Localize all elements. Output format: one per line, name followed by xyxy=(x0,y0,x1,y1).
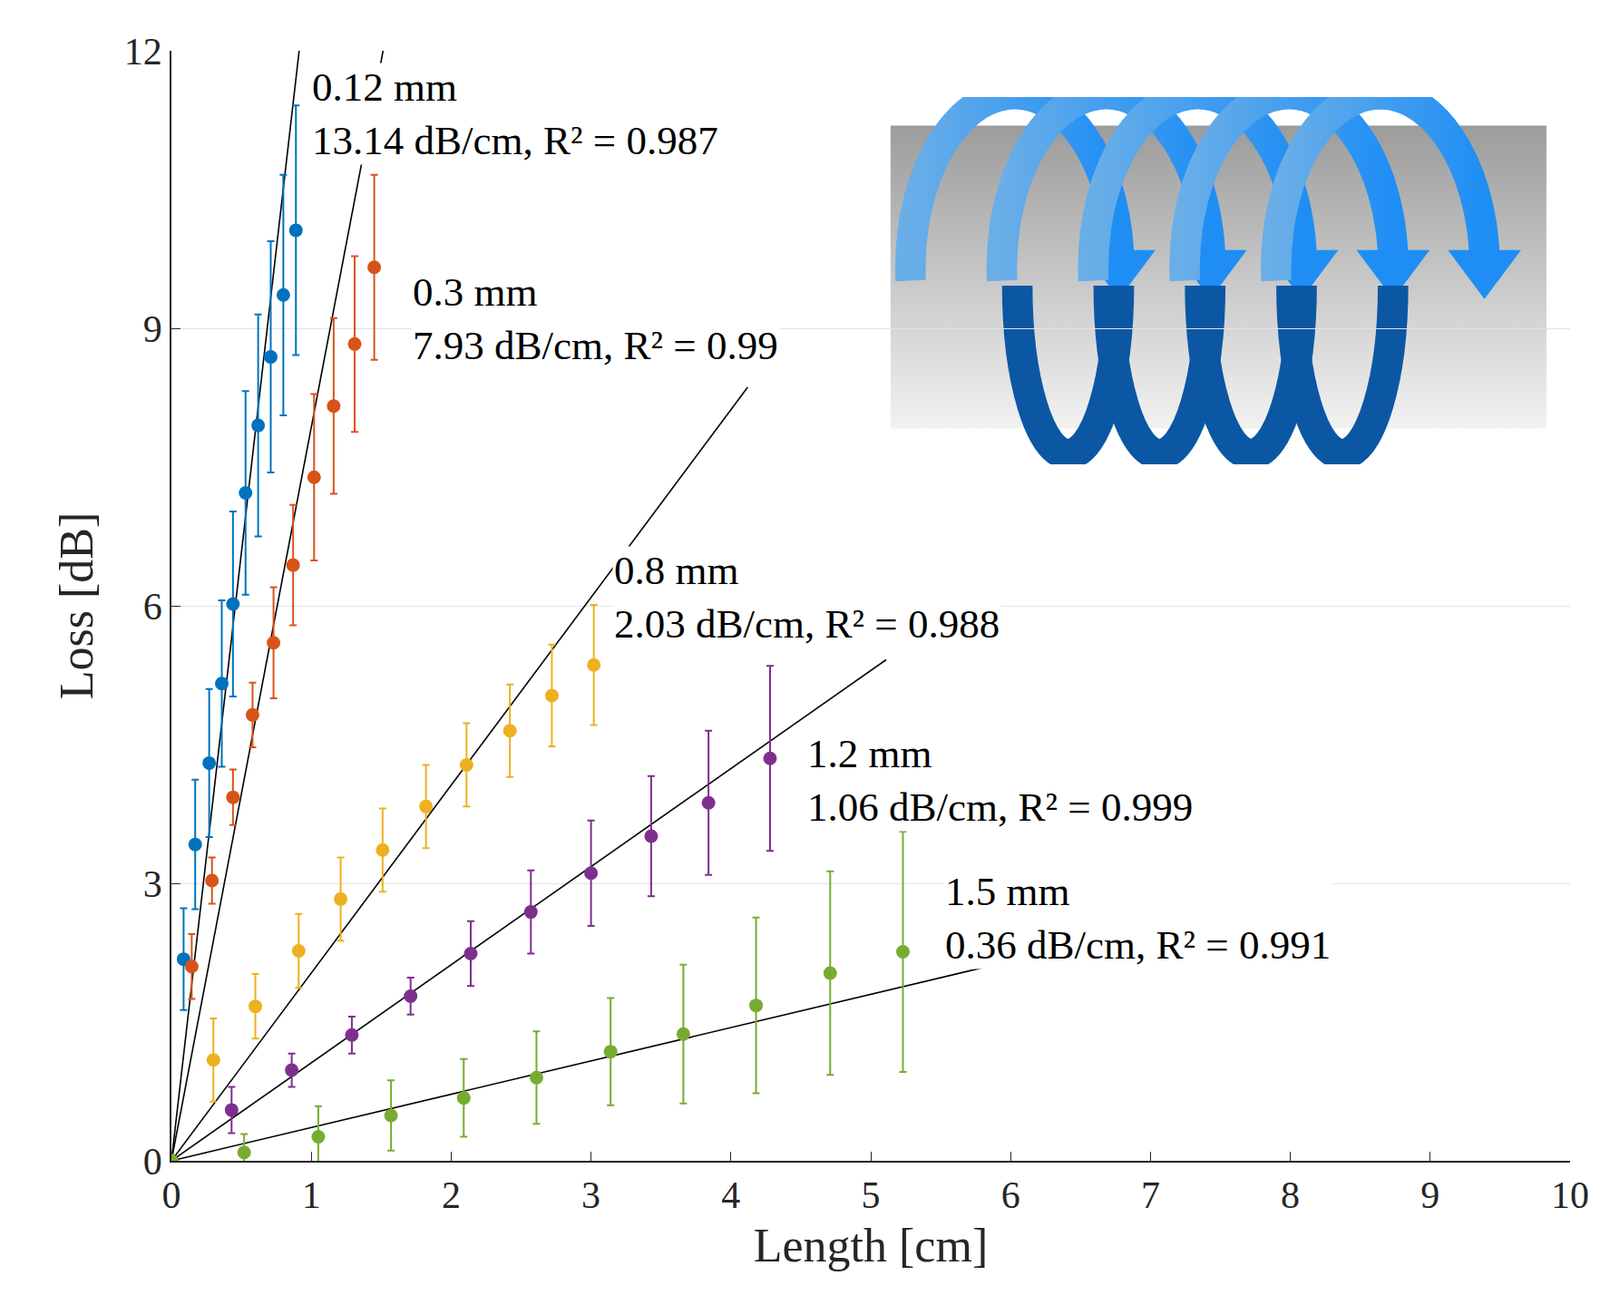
svg-text:6: 6 xyxy=(143,585,163,628)
svg-text:4: 4 xyxy=(721,1174,741,1217)
svg-text:6: 6 xyxy=(1001,1174,1021,1217)
svg-text:Loss [dB]: Loss [dB] xyxy=(50,512,103,701)
svg-text:0: 0 xyxy=(162,1174,182,1217)
svg-text:7: 7 xyxy=(1141,1174,1161,1217)
svg-text:1: 1 xyxy=(302,1174,322,1217)
svg-text:2: 2 xyxy=(441,1174,461,1217)
svg-text:1.2 mm1.06 dB/cm, R² = 0.999: 1.2 mm1.06 dB/cm, R² = 0.999 xyxy=(807,731,1193,830)
svg-text:10: 10 xyxy=(1551,1174,1590,1217)
svg-text:0.8 mm2.03 dB/cm, R² = 0.988: 0.8 mm2.03 dB/cm, R² = 0.988 xyxy=(614,547,1000,647)
svg-text:12: 12 xyxy=(124,30,163,73)
svg-text:0.3 mm7.93 dB/cm, R² = 0.99: 0.3 mm7.93 dB/cm, R² = 0.99 xyxy=(412,269,779,369)
svg-text:3: 3 xyxy=(581,1174,601,1217)
svg-text:9: 9 xyxy=(143,308,163,351)
svg-text:1.5 mm0.36 dB/cm, R² = 0.991: 1.5 mm0.36 dB/cm, R² = 0.991 xyxy=(945,868,1331,968)
svg-text:Length [cm]: Length [cm] xyxy=(753,1219,988,1272)
svg-text:0.12 mm13.14 dB/cm, R² = 0.987: 0.12 mm13.14 dB/cm, R² = 0.987 xyxy=(312,64,719,164)
svg-text:3: 3 xyxy=(143,863,163,906)
svg-text:9: 9 xyxy=(1420,1174,1440,1217)
svg-text:8: 8 xyxy=(1280,1174,1300,1217)
svg-text:0: 0 xyxy=(143,1141,163,1183)
svg-text:5: 5 xyxy=(861,1174,881,1217)
